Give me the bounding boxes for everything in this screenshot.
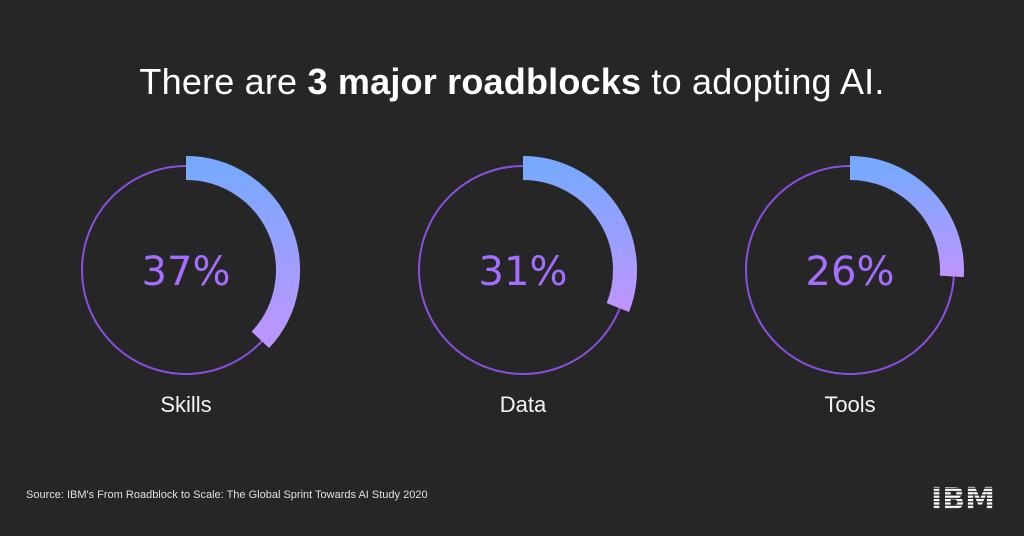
headline-emphasis: 3 major roadblocks — [307, 61, 642, 102]
ring-label-data: Data — [500, 392, 547, 417]
ring-arc-tools — [849, 156, 964, 278]
ring-arc-skills — [185, 156, 300, 349]
source-note: Source: IBM's From Roadblock to Scale: T… — [26, 489, 428, 501]
ring-value-tools: 26% — [806, 249, 895, 295]
headline-prefix: There are — [139, 61, 308, 102]
svg-text:IBM: IBM — [931, 482, 995, 512]
ring-label-skills: Skills — [160, 392, 211, 417]
ring-value-skills: 37% — [142, 249, 231, 295]
headline: There are 3 major roadblocks to adopting… — [0, 58, 1024, 106]
ring-value-data: 31% — [479, 249, 568, 295]
ring-arc-data — [522, 156, 637, 312]
ibm-logo-icon: IBM — [931, 482, 995, 512]
ring-label-tools: Tools — [824, 392, 875, 417]
headline-suffix: to adopting AI. — [641, 61, 885, 102]
